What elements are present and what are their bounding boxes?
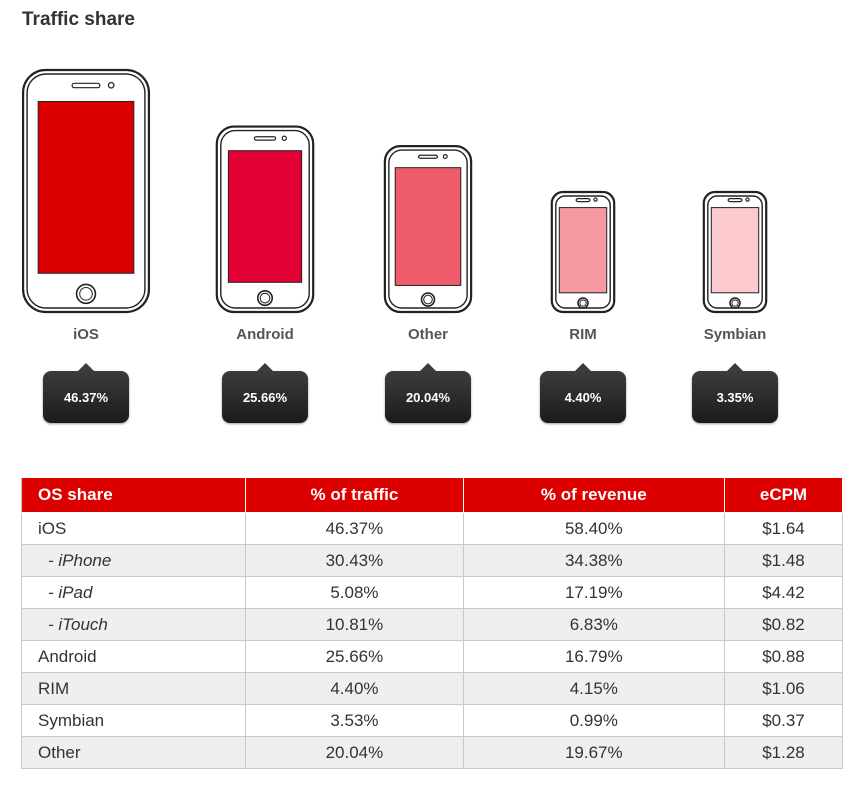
row-ecpm: $4.42: [723, 576, 844, 609]
table-row: - iPhone 30.43% 34.38% $1.48: [20, 544, 844, 577]
category-label: Android: [236, 326, 294, 343]
row-traffic: 46.37%: [245, 512, 464, 545]
bar-rim: [558, 207, 608, 294]
value-label: 46.37%: [43, 363, 129, 423]
row-label: RIM: [20, 672, 247, 705]
row-traffic: 25.66%: [245, 640, 464, 673]
row-traffic: 3.53%: [245, 704, 464, 737]
row-label: iOS: [20, 512, 247, 545]
row-label: - iPad: [20, 576, 247, 609]
row-label: - iPhone: [20, 544, 247, 577]
header-ecpm: eCPM: [723, 477, 844, 513]
phone-ios: [21, 68, 151, 314]
value-label: 20.04%: [385, 363, 471, 423]
row-ecpm: $1.48: [723, 544, 844, 577]
row-traffic: 20.04%: [245, 736, 464, 769]
category-label: Other: [407, 326, 449, 343]
category-label: Symbian: [703, 326, 767, 343]
row-traffic: 5.08%: [245, 576, 464, 609]
home-button-icon: [75, 283, 97, 305]
header-os-share: OS share: [20, 477, 247, 513]
row-revenue: 0.99%: [462, 704, 725, 737]
table-row: - iPad 5.08% 17.19% $4.42: [20, 576, 844, 609]
row-traffic: 4.40%: [245, 672, 464, 705]
bar-symbian: [710, 207, 760, 294]
row-ecpm: $1.28: [723, 736, 844, 769]
bar-ios: [37, 100, 135, 274]
row-label: - iTouch: [20, 608, 247, 641]
phone-rim: [550, 190, 616, 314]
chart-title: Traffic share: [22, 9, 135, 30]
row-label: Android: [20, 640, 247, 673]
value-label: 25.66%: [222, 363, 308, 423]
category-label: iOS: [73, 326, 99, 343]
table-row: - iTouch 10.81% 6.83% $0.82: [20, 608, 844, 641]
category-label: RIM: [569, 326, 597, 343]
phone-symbian: [702, 190, 768, 314]
table-row: Symbian 3.53% 0.99% $0.37: [20, 704, 844, 737]
row-ecpm: $0.37: [723, 704, 844, 737]
phone-other: [383, 144, 473, 314]
row-traffic: 30.43%: [245, 544, 464, 577]
home-button-icon: [256, 290, 274, 307]
header-traffic: % of traffic: [245, 477, 464, 513]
row-revenue: 34.38%: [462, 544, 725, 577]
value-label: 3.35%: [692, 363, 778, 423]
bar-android: [227, 150, 303, 283]
row-label: Symbian: [20, 704, 247, 737]
row-ecpm: $0.82: [723, 608, 844, 641]
os-share-table: OS share % of traffic % of revenue eCPM …: [20, 477, 844, 769]
home-button-icon: [420, 292, 436, 307]
row-revenue: 16.79%: [462, 640, 725, 673]
table-row: RIM 4.40% 4.15% $1.06: [20, 672, 844, 705]
phone-android: [215, 125, 315, 314]
header-revenue: % of revenue: [462, 477, 725, 513]
row-revenue: 58.40%: [462, 512, 725, 545]
row-revenue: 19.67%: [462, 736, 725, 769]
value-label: 4.40%: [540, 363, 626, 423]
phone-chart: [21, 68, 768, 314]
row-ecpm: $1.64: [723, 512, 844, 545]
row-label: Other: [20, 736, 247, 769]
row-revenue: 6.83%: [462, 608, 725, 641]
bar-other: [394, 167, 462, 286]
row-revenue: 17.19%: [462, 576, 725, 609]
row-ecpm: $0.88: [723, 640, 844, 673]
row-revenue: 4.15%: [462, 672, 725, 705]
home-button-icon: [577, 297, 589, 309]
table-row: iOS 46.37% 58.40% $1.64: [20, 512, 844, 545]
table-header-row: OS share % of traffic % of revenue eCPM: [20, 477, 844, 513]
row-traffic: 10.81%: [245, 608, 464, 641]
home-button-icon: [729, 297, 741, 309]
table-row: Android 25.66% 16.79% $0.88: [20, 640, 844, 673]
row-ecpm: $1.06: [723, 672, 844, 705]
table-row: Other 20.04% 19.67% $1.28: [20, 736, 844, 769]
